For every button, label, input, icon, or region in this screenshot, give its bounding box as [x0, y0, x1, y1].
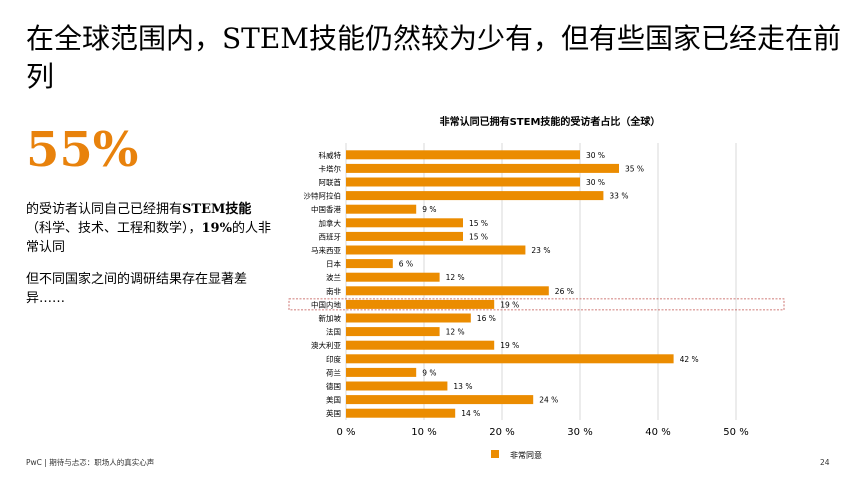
x-tick-label: 50 %: [723, 427, 748, 438]
category-label: 阿联酋: [319, 177, 342, 187]
bar: [346, 259, 393, 269]
bar: [346, 231, 463, 241]
footer-source: PwC | 期待与忐忑：职场人的真实心声: [26, 458, 155, 467]
value-label: 9 %: [422, 205, 436, 214]
value-label: 30 %: [586, 151, 605, 160]
bar: [346, 381, 448, 391]
legend-swatch: [491, 450, 499, 458]
bar: [346, 150, 580, 160]
bar: [346, 218, 463, 228]
category-label: 加拿大: [319, 218, 342, 228]
description-paragraph-1: 的受访者认同自己已经拥有STEM技能 （科学、技术、工程和数学），19%的人非常认…: [26, 200, 271, 257]
bar: [346, 367, 417, 377]
bar: [346, 191, 604, 201]
value-label: 19 %: [500, 300, 519, 309]
bar: [346, 408, 456, 418]
category-label: 卡塔尔: [319, 163, 342, 173]
headline-percentage: 55%: [26, 122, 139, 178]
category-label: 中国香港: [311, 204, 341, 214]
x-tick-label: 30 %: [567, 427, 592, 438]
value-label: 23 %: [531, 246, 550, 255]
value-label: 19 %: [500, 341, 519, 350]
bar: [346, 299, 495, 309]
bar: [346, 245, 526, 255]
category-label: 德国: [326, 381, 341, 391]
category-label: 法国: [326, 327, 341, 337]
value-label: 13 %: [453, 382, 472, 391]
highlight-box: [288, 298, 785, 311]
category-label: 中国内地: [311, 299, 341, 309]
legend-label: 非常同意: [510, 450, 542, 460]
description-1-prefix: 的受访者认同自己已经拥有: [26, 202, 183, 217]
value-label: 9 %: [422, 368, 436, 377]
value-label: 15 %: [469, 232, 488, 241]
page-number: 24: [820, 458, 830, 467]
value-label: 42 %: [680, 355, 699, 364]
category-label: 马来西亚: [311, 246, 341, 255]
description-1-middle: （科学、技术、工程和数学），: [26, 221, 202, 236]
description-paragraph-2: 但不同国家之间的调研结果存在显著差异……: [26, 272, 248, 306]
category-label: 荷兰: [326, 367, 341, 377]
category-label: 南非: [326, 286, 341, 296]
value-label: 14 %: [461, 409, 480, 418]
category-label: 波兰: [326, 272, 341, 282]
chart-title: 非常认同已拥有STEM技能的受访者占比（全球）: [439, 117, 661, 128]
bar: [346, 313, 471, 323]
description-1-bold2: 19%: [201, 221, 232, 236]
value-label: 26 %: [555, 287, 574, 296]
value-label: 16 %: [477, 314, 496, 323]
category-label: 沙特阿拉伯: [304, 191, 342, 201]
x-tick-label: 10 %: [411, 427, 436, 438]
value-label: 12 %: [446, 328, 465, 337]
description-1-bold: STEM技能: [182, 202, 252, 217]
value-label: 24 %: [539, 396, 558, 405]
bar: [346, 272, 440, 282]
bar: [346, 354, 674, 364]
bar: [346, 327, 440, 337]
category-label: 英国: [326, 408, 341, 418]
x-tick-label: 40 %: [645, 427, 670, 438]
category-label: 新加坡: [319, 313, 342, 323]
value-label: 30 %: [586, 178, 605, 187]
value-label: 6 %: [399, 260, 413, 269]
category-label: 澳大利亚: [311, 340, 341, 350]
category-label: 西班牙: [319, 231, 342, 241]
value-label: 33 %: [609, 192, 628, 201]
slide-title: 在全球范围内，STEM技能仍然较为少有，但有些国家已经走在前列: [26, 22, 841, 93]
category-label: 日本: [326, 259, 341, 269]
value-label: 35 %: [625, 164, 644, 173]
bar: [346, 286, 549, 296]
bar: [346, 395, 534, 405]
category-label: 科威特: [319, 150, 342, 160]
bar: [346, 204, 417, 214]
value-label: 12 %: [446, 273, 465, 282]
bar: [346, 340, 495, 350]
x-tick-label: 0 %: [336, 427, 355, 438]
value-label: 15 %: [469, 219, 488, 228]
x-tick-label: 20 %: [489, 427, 514, 438]
category-label: 美国: [326, 395, 341, 405]
bar: [346, 163, 619, 173]
bar: [346, 177, 580, 187]
category-label: 印度: [326, 354, 341, 364]
description-1-suffix: 的人非常认同: [26, 221, 271, 255]
